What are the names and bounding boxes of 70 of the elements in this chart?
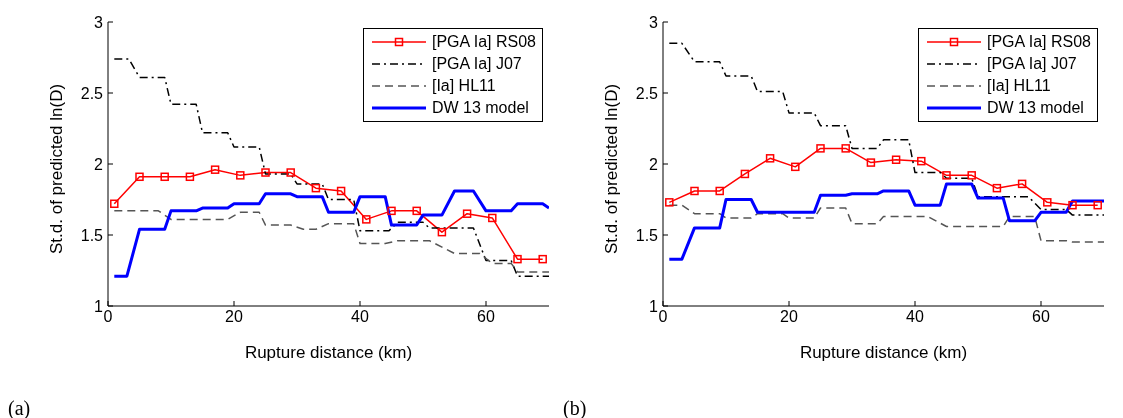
- line-series: [667, 182, 1104, 261]
- point: [1093, 200, 1102, 210]
- y-tick-label: 2.5: [635, 84, 659, 102]
- x-tick-label: 60: [1032, 308, 1050, 326]
- point: [488, 213, 497, 223]
- x-tick-label: 20: [225, 308, 243, 326]
- point: [816, 144, 825, 153]
- point: [740, 169, 750, 179]
- point: [437, 227, 447, 237]
- point: [236, 171, 245, 180]
- legend-label: [Ia] HL11: [986, 77, 1051, 95]
- x-axis-title: Rupture distance (km): [799, 343, 968, 362]
- point: [362, 215, 371, 224]
- y-tick-label: 2.5: [80, 84, 104, 102]
- point: [160, 172, 169, 182]
- y-tick-label: 3: [94, 13, 104, 31]
- y-tick-label: 2: [649, 155, 659, 173]
- point: [992, 183, 1002, 193]
- y-tick-label: 1.5: [80, 226, 104, 244]
- point: [513, 254, 522, 264]
- point: [210, 165, 220, 174]
- x-tick-label: 0: [658, 308, 668, 326]
- y-axis-title: St.d. of predicted ln(D): [602, 83, 622, 254]
- x-tick-label: 40: [906, 308, 924, 326]
- point: [942, 171, 951, 180]
- point: [185, 172, 195, 182]
- y-tick-label: 1.5: [635, 226, 659, 244]
- point: [891, 155, 901, 164]
- point: [690, 186, 699, 196]
- y-tick-label: 2: [94, 155, 104, 173]
- point: [135, 172, 144, 182]
- point: [412, 206, 421, 216]
- y-tick-label: 3: [649, 13, 659, 31]
- point: [1017, 179, 1027, 189]
- x-tick-label: 40: [351, 308, 369, 326]
- line-series: [113, 58, 549, 277]
- line-series: [112, 189, 549, 278]
- point: [336, 186, 346, 196]
- x-tick-label: 20: [780, 308, 798, 326]
- y-tick-label: 1: [649, 297, 659, 315]
- point: [1043, 198, 1052, 207]
- point: [917, 156, 926, 166]
- legend-label: [PGA Ia] RS08: [986, 33, 1091, 51]
- legend-label: [PGA Ia] J07: [431, 55, 522, 73]
- point: [765, 154, 775, 163]
- point: [967, 171, 976, 180]
- y-axis-title: St.d. of predicted ln(D): [47, 83, 67, 254]
- point: [387, 206, 396, 216]
- point: [841, 144, 850, 153]
- legend-label: DW 13 model: [986, 99, 1084, 117]
- x-tick-label: 0: [103, 308, 113, 326]
- line-series: [113, 210, 549, 273]
- x-axis-title: Rupture distance (km): [244, 343, 413, 362]
- legend-label: [Ia] HL11: [431, 77, 496, 95]
- point: [462, 209, 472, 218]
- point: [715, 186, 724, 196]
- point: [1068, 200, 1077, 210]
- legend-label: DW 13 model: [431, 99, 529, 117]
- point: [110, 199, 119, 209]
- legend-label: [PGA Ia] RS08: [431, 33, 536, 51]
- point: [791, 162, 800, 172]
- point: [286, 168, 295, 177]
- y-tick-label: 1: [94, 297, 104, 315]
- point: [866, 158, 876, 167]
- legend-label: [PGA Ia] J07: [986, 55, 1077, 73]
- point: [665, 198, 674, 207]
- point: [538, 254, 547, 264]
- x-tick-label: 60: [477, 308, 495, 326]
- point: [311, 183, 321, 193]
- point: [261, 168, 270, 177]
